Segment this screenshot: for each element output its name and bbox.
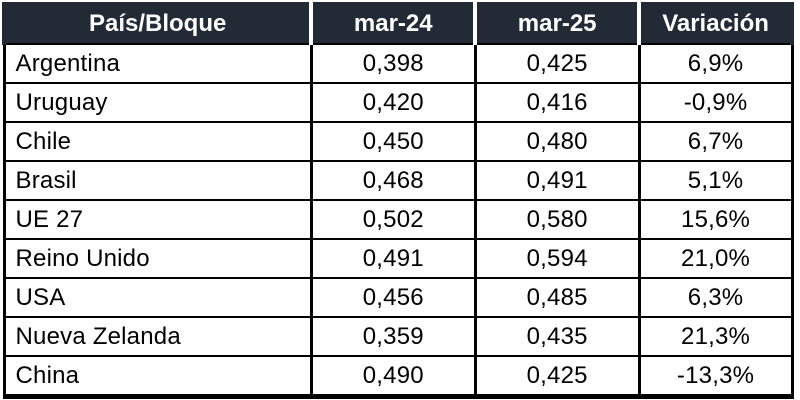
variacion-cell: 6,9% (637, 43, 794, 84)
country-cell: Argentina (2, 43, 313, 84)
table-row: Uruguay 0,420 0,416 -0,9% (2, 82, 794, 123)
country-cell: UE 27 (2, 199, 313, 240)
mar25-cell: 0,425 (473, 355, 641, 398)
table-row: USA 0,456 0,485 6,3% (2, 277, 794, 318)
mar24-cell: 0,420 (309, 82, 477, 123)
table-header-row: País/Bloque mar-24 mar-25 Variación (1, 2, 794, 45)
table-row: Nueva Zelanda 0,359 0,435 21,3% (2, 316, 794, 357)
mar24-cell: 0,502 (309, 199, 477, 240)
mar24-cell: 0,456 (309, 277, 477, 318)
column-header-pais-bloque: País/Bloque (1, 2, 314, 45)
mar25-cell: 0,425 (473, 43, 641, 84)
country-cell: USA (2, 277, 313, 318)
table-row: China 0,490 0,425 -13,3% (2, 355, 794, 398)
mar25-cell: 0,435 (473, 316, 641, 357)
mar25-cell: 0,480 (473, 121, 641, 162)
mar24-cell: 0,468 (309, 160, 477, 201)
table-row: Chile 0,450 0,480 6,7% (2, 121, 794, 162)
country-cell: Uruguay (2, 82, 313, 123)
country-cell: Nueva Zelanda (2, 316, 313, 357)
table-row: UE 27 0,502 0,580 15,6% (2, 199, 794, 240)
mar25-cell: 0,491 (473, 160, 641, 201)
mar25-cell: 0,485 (473, 277, 641, 318)
variacion-cell: 5,1% (637, 160, 794, 201)
country-cell: China (2, 355, 313, 398)
mar25-cell: 0,580 (473, 199, 641, 240)
variacion-cell: 21,3% (637, 316, 794, 357)
mar25-cell: 0,594 (473, 238, 641, 279)
mar25-cell: 0,416 (473, 82, 641, 123)
column-header-variacion: Variación (637, 2, 794, 45)
column-header-mar-24: mar-24 (309, 2, 478, 45)
table-row: Brasil 0,468 0,491 5,1% (2, 160, 794, 201)
table-row: Reino Unido 0,491 0,594 21,0% (2, 238, 794, 279)
variacion-cell: 6,7% (637, 121, 794, 162)
variacion-cell: 15,6% (637, 199, 794, 240)
variacion-cell: 21,0% (637, 238, 794, 279)
mar24-cell: 0,491 (309, 238, 477, 279)
variacion-cell: -13,3% (637, 355, 794, 398)
variacion-cell: 6,3% (637, 277, 794, 318)
country-cell: Reino Unido (2, 238, 313, 279)
column-header-mar-25: mar-25 (473, 2, 642, 45)
mar24-cell: 0,450 (309, 121, 477, 162)
country-cell: Chile (2, 121, 313, 162)
table-row: Argentina 0,398 0,425 6,9% (2, 43, 794, 84)
country-cell: Brasil (2, 160, 313, 201)
mar24-cell: 0,490 (309, 355, 477, 398)
variacion-cell: -0,9% (637, 82, 794, 123)
mar24-cell: 0,398 (309, 43, 477, 84)
mar24-cell: 0,359 (309, 316, 477, 357)
